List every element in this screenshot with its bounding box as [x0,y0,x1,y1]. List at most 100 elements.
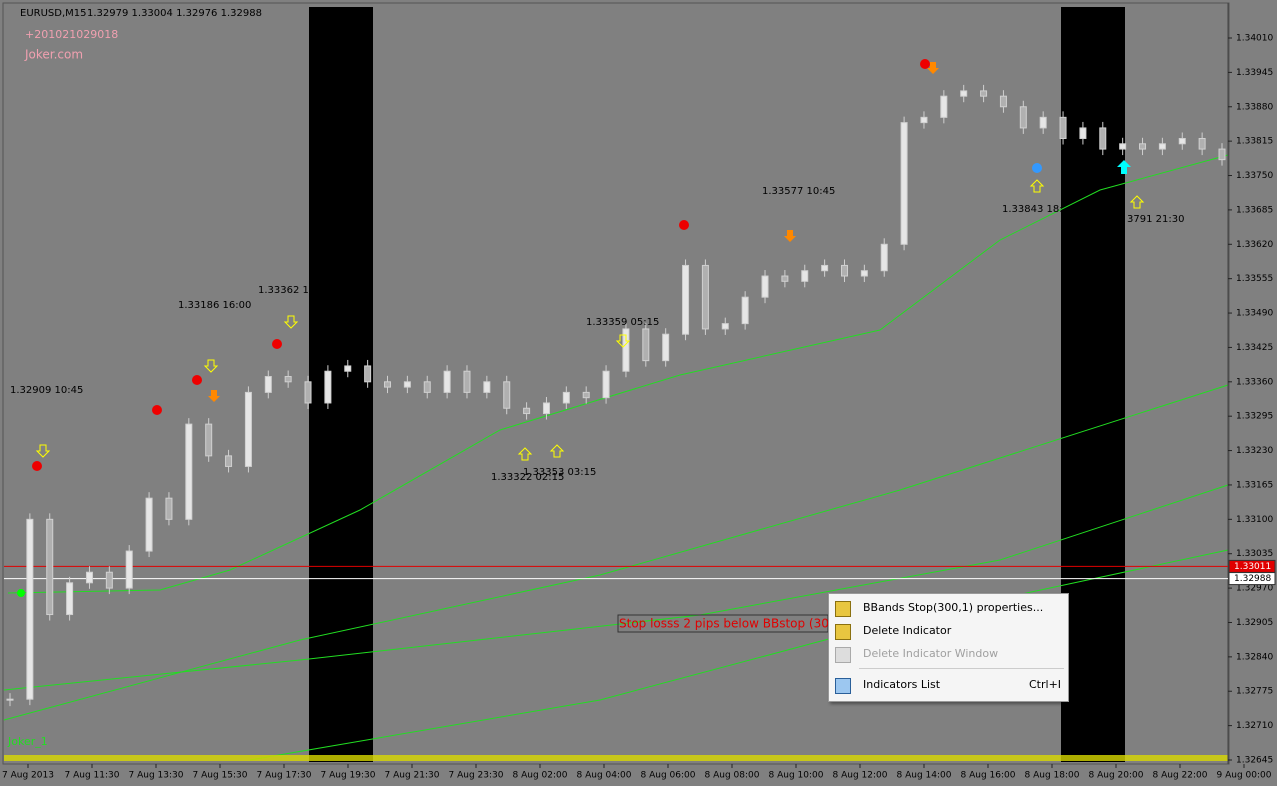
time-label: 8 Aug 08:00 [705,771,760,781]
price-label: 1.33100 [1236,515,1273,525]
price-label: 1.33815 [1236,137,1273,147]
overlay-text: 09! [310,28,328,41]
arrow [615,334,631,348]
price-label: 1.33425 [1236,343,1273,353]
candle [423,381,431,393]
candle [642,328,650,362]
candle [1039,116,1047,129]
candle [1099,127,1107,150]
menu-label: Delete Indicator Window [863,647,999,660]
candle [165,497,173,520]
time-label: 7 Aug 11:30 [65,771,120,781]
candle [721,323,729,330]
annotation: 1.32909 10:45 [10,385,83,396]
menu-label: Indicators List [863,678,941,691]
candle [940,95,948,118]
quote: 1.32979 1.33004 1.32976 1.32988 [87,8,262,19]
level-box [1228,572,1276,586]
menu-shortcut: Ctrl+I [1029,678,1062,691]
price-label: 1.32970 [1236,584,1273,594]
annotation: 1.33359 05:15 [586,317,659,328]
marker [32,461,42,471]
symbol: EURUSD,M15 [20,8,86,19]
overlay-text: Joker.com [24,48,83,62]
time-label: 7 Aug 19:30 [321,771,376,781]
price-label: 1.32645 [1236,756,1273,766]
candle [66,582,74,616]
candle [1158,143,1166,150]
menu-item[interactable]: Indicators List Ctrl+I [829,674,1068,696]
candle [1139,143,1147,150]
candle [602,370,610,399]
candle [542,402,550,415]
time-label: 8 Aug 16:00 [961,771,1016,781]
candle [205,423,213,457]
price-label: 1.33295 [1236,412,1273,422]
context-menu: BBands Stop(300,1) properties... Delete … [828,593,1069,702]
candle [920,116,928,124]
candle [145,497,153,552]
candle [801,270,809,282]
marker [272,339,282,349]
signal-arrows [32,59,1145,471]
level-label: 1.32988 [1234,574,1271,584]
annotation: 1.33186 16:00 [178,300,251,311]
candle [185,423,193,520]
candle [999,95,1007,108]
time-label: 8 Aug 14:00 [897,771,952,781]
candle [880,243,888,272]
time-label: 8 Aug 02:00 [513,771,568,781]
time-label: 8 Aug 10:00 [769,771,824,781]
time-label: 8 Aug 22:00 [1153,771,1208,781]
price-label: 1.33230 [1236,446,1273,456]
price-label: 1.32905 [1236,618,1273,628]
marker [920,59,930,69]
candle [463,370,471,393]
arrow [1117,160,1131,174]
price-label: 1.33165 [1236,480,1273,490]
price-label: 1.33620 [1236,240,1273,250]
menu-item[interactable]: Delete Indicator [829,620,1068,642]
menu-separator [859,668,1064,669]
ma-line [3,384,1229,721]
menu-item[interactable]: BBands Stop(300,1) properties... [829,597,1068,619]
candle [225,455,233,467]
arrow [1129,195,1145,209]
time-label: 8 Aug 20:00 [1089,771,1144,781]
candle [344,365,352,372]
time-label: 7 Aug 2013 [2,771,54,781]
menu-item: Delete Indicator Window [829,643,1068,665]
candle [483,381,491,393]
candle [741,296,749,325]
ma-line [249,549,1229,761]
arrow [35,444,51,458]
candle [85,571,93,584]
overlay-text: +201021029018 [25,28,118,41]
candle [6,698,14,701]
candle [622,328,630,372]
indicator-label: Joker_1 [7,735,48,748]
candle [1178,137,1186,145]
candle [1218,148,1226,161]
time-label: 8 Aug 12:00 [833,771,888,781]
candle [364,365,372,383]
stop-text: Stop losss 2 pips below BBstop (30 [619,617,829,631]
annotation: 1.33353 03:15 [523,467,596,478]
indicator-strip [4,755,1228,761]
candle [1019,106,1027,129]
session-band [309,7,373,762]
candle [900,122,908,245]
time-label: 7 Aug 21:30 [385,771,440,781]
price-label: 1.33555 [1236,274,1273,284]
price-label: 1.32775 [1236,687,1273,697]
price-label: 1.33685 [1236,205,1273,215]
time-label: 7 Aug 15:30 [193,771,248,781]
candle [46,518,54,616]
annotation: 1.33577 10:45 [762,186,835,197]
candle [840,264,848,277]
time-label: 8 Aug 04:00 [577,771,632,781]
time-label: 7 Aug 13:30 [129,771,184,781]
candle [324,370,332,404]
arrow [549,444,565,458]
price-label: 1.34010 [1236,34,1273,44]
